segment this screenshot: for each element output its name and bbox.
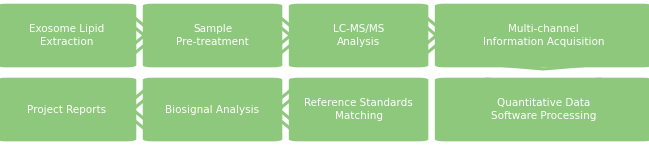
Text: Exosome Lipid
Extraction: Exosome Lipid Extraction — [29, 24, 104, 47]
Text: LC-MS/MS
Analysis: LC-MS/MS Analysis — [333, 24, 384, 47]
Text: Quantitative Data
Software Processing: Quantitative Data Software Processing — [491, 98, 596, 121]
FancyBboxPatch shape — [0, 4, 136, 67]
FancyBboxPatch shape — [0, 78, 136, 141]
Text: Sample
Pre-treatment: Sample Pre-treatment — [176, 24, 249, 47]
FancyBboxPatch shape — [143, 78, 282, 141]
FancyBboxPatch shape — [289, 78, 428, 141]
FancyBboxPatch shape — [435, 4, 649, 67]
Text: Reference Standards
Matching: Reference Standards Matching — [304, 98, 413, 121]
Text: Biosignal Analysis: Biosignal Analysis — [165, 104, 260, 115]
Text: Multi-channel
Information Acquisition: Multi-channel Information Acquisition — [483, 24, 604, 47]
FancyBboxPatch shape — [143, 4, 282, 67]
Text: Project Reports: Project Reports — [27, 104, 106, 115]
FancyBboxPatch shape — [289, 4, 428, 67]
FancyBboxPatch shape — [435, 78, 649, 141]
